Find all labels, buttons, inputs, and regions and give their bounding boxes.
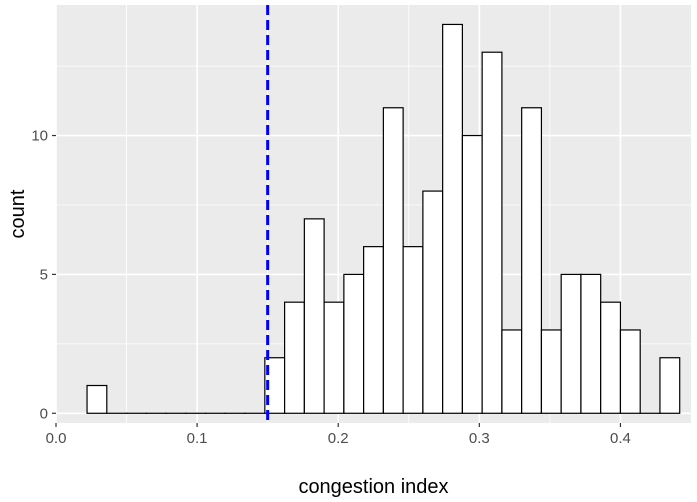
histogram-bar: [363, 246, 384, 414]
y-tick-label: 0: [40, 405, 48, 422]
histogram-bar: [501, 329, 523, 414]
x-tick-label: 0.3: [469, 430, 490, 447]
histogram-bar: [343, 273, 365, 414]
histogram-bar: [481, 51, 503, 414]
histogram-bar: [442, 23, 463, 414]
histogram-bar: [303, 218, 325, 414]
y-axis-title: count: [7, 189, 29, 238]
x-tick-label: 0.4: [610, 430, 631, 447]
histogram-bar: [580, 273, 602, 414]
histogram-bar: [422, 190, 444, 414]
histogram-bar: [284, 301, 305, 414]
histogram-bar: [86, 384, 108, 414]
histogram-bar: [540, 329, 562, 414]
histogram-bar: [560, 273, 582, 414]
histogram-bars: [86, 23, 681, 414]
axes: 0.0 0.1 0.2 0.3 0.4 0 5 10: [31, 128, 631, 447]
histogram-bar: [600, 301, 622, 414]
histogram-bar: [323, 301, 345, 414]
histogram-bar: [382, 107, 404, 414]
y-tick-label: 10: [31, 128, 48, 145]
y-tick-label: 5: [40, 266, 48, 283]
x-tick-label: 0.2: [328, 430, 349, 447]
histogram-bar: [659, 357, 681, 414]
x-tick-label: 0.1: [187, 430, 208, 447]
histogram-bar: [402, 246, 424, 414]
x-tick-label: 0.0: [46, 430, 67, 447]
histogram-bar: [521, 107, 543, 414]
histogram-bar: [619, 329, 641, 414]
histogram-bar: [461, 134, 483, 414]
x-axis-title: congestion index: [298, 476, 448, 498]
